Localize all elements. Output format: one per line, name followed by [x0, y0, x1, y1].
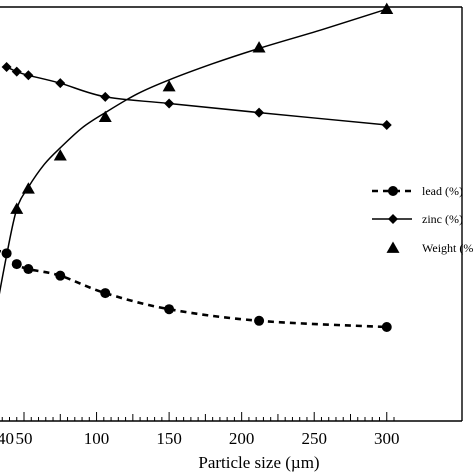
- series-diamond: [1, 62, 392, 130]
- legend-label: Weight (%: [422, 241, 473, 255]
- data-point-circle: [164, 304, 175, 315]
- legend-marker-triangle: [386, 241, 400, 253]
- data-point-diamond: [254, 107, 265, 118]
- data-point-diamond: [23, 70, 34, 81]
- data-point-triangle: [380, 2, 394, 14]
- x-axis-title: Particle size (µm): [198, 453, 319, 472]
- data-point-diamond: [11, 66, 22, 77]
- x-tick-label: 150: [156, 429, 182, 448]
- legend-item: Weight (%: [386, 241, 473, 255]
- x-axis-ticks: 50 100 150 200 250 300 40: [0, 412, 400, 448]
- legend-label: lead (%): [422, 184, 463, 198]
- data-point-circle: [11, 259, 22, 270]
- data-point-triangle: [10, 202, 24, 214]
- data-point-diamond: [381, 119, 392, 130]
- data-point-circle: [55, 270, 66, 281]
- data-point-circle: [23, 264, 34, 275]
- legend-marker-circle: [388, 186, 398, 196]
- legend: lead (%) zinc (%) Weight (%: [372, 184, 473, 255]
- data-point-circle: [100, 288, 111, 299]
- x-tick-label: 200: [229, 429, 255, 448]
- legend-label: zinc (%): [422, 212, 463, 226]
- data-point-diamond: [55, 78, 66, 89]
- legend-marker-diamond: [388, 214, 398, 224]
- x-tick-label: 100: [84, 429, 110, 448]
- data-point-triangle: [98, 110, 112, 122]
- data-point-triangle: [252, 41, 266, 53]
- x-tick-label: 250: [301, 429, 327, 448]
- x-tick-label: 50: [16, 429, 33, 448]
- data-point-triangle: [53, 149, 67, 161]
- data-point-circle: [381, 322, 392, 333]
- legend-item: zinc (%): [372, 212, 463, 226]
- data-point-diamond: [164, 98, 175, 109]
- series-layer: [0, 2, 394, 333]
- series-circle: [0, 248, 392, 333]
- legend-item: lead (%): [372, 184, 463, 198]
- series-triangle: [0, 2, 394, 295]
- data-point-circle: [254, 315, 265, 326]
- data-point-diamond: [100, 91, 111, 102]
- plot-frame: [0, 6, 463, 422]
- data-point-triangle: [21, 182, 35, 194]
- x-tick-label-partial: 40: [0, 429, 14, 448]
- x-tick-label: 300: [374, 429, 400, 448]
- data-point-triangle: [162, 79, 176, 92]
- data-point-diamond: [1, 62, 12, 73]
